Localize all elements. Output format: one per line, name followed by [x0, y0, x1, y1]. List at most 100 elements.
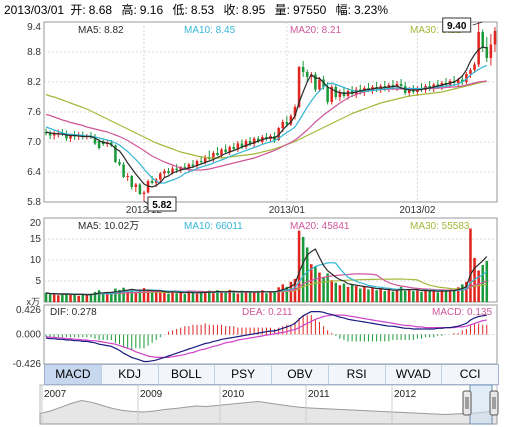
- candle-body: [138, 184, 142, 194]
- tab-kdj[interactable]: KDJ: [102, 365, 159, 384]
- volume-panel-y-tick: 5: [35, 276, 41, 287]
- price-legend-item: MA10: 8.45: [184, 25, 236, 36]
- volume-legend-item: MA20: 45841: [290, 221, 350, 232]
- candle-body: [175, 168, 178, 170]
- candle-body: [171, 168, 174, 173]
- tab-macd[interactable]: MACD: [45, 365, 102, 384]
- x-axis-date-label: 2012/12: [126, 205, 163, 216]
- volume-bar: [175, 293, 178, 302]
- low-label: 低:: [172, 3, 188, 17]
- candle-body: [150, 181, 154, 183]
- volume-bar: [424, 290, 427, 302]
- volume-bar: [220, 291, 223, 302]
- volume-bar: [256, 291, 260, 302]
- candle-body: [481, 32, 484, 47]
- volume-bar: [403, 290, 407, 302]
- volume-bar: [346, 286, 350, 302]
- x-axis-date-label: 2013/02: [399, 205, 436, 216]
- candle-body: [281, 122, 285, 128]
- volume-bar: [77, 295, 80, 302]
- candle-body: [146, 181, 150, 193]
- volume-bar: [159, 290, 162, 302]
- price-panel-y-tick: 9.4: [27, 22, 41, 33]
- candle-body: [126, 176, 129, 177]
- candle-body: [399, 84, 403, 86]
- candle-body: [48, 133, 52, 136]
- volume-bar: [383, 291, 387, 302]
- volume-bar: [469, 228, 472, 302]
- candle-body: [277, 128, 280, 140]
- candle-body: [489, 44, 493, 58]
- volume-bar: [375, 290, 378, 302]
- candle-body: [44, 132, 48, 134]
- volume-bar: [171, 291, 174, 302]
- candle-body: [212, 153, 215, 159]
- candle-body: [236, 143, 240, 149]
- volume-bar: [228, 289, 231, 302]
- candle-body: [248, 141, 252, 144]
- volume-bar: [114, 288, 117, 302]
- volume-bar: [452, 290, 456, 302]
- navigator-right-handle[interactable]: [489, 390, 499, 416]
- volume-bar: [297, 230, 301, 302]
- candle-body: [191, 164, 195, 166]
- volume-bar: [216, 290, 219, 302]
- annotation-box: [147, 196, 177, 212]
- navigator-left-handle[interactable]: [462, 390, 472, 416]
- candle-body: [301, 67, 305, 72]
- candle-body: [220, 149, 223, 155]
- tab-obv[interactable]: OBV: [272, 365, 329, 384]
- candle-body: [477, 32, 480, 65]
- candle-body: [240, 143, 244, 147]
- volume-bar: [187, 291, 191, 302]
- volume-bar: [363, 286, 366, 302]
- volume-bar: [101, 292, 105, 302]
- price-panel-y-tick: 8.8: [27, 47, 41, 58]
- candle-body: [256, 138, 260, 142]
- macd-legend-item: DIF: 0.278: [50, 307, 97, 318]
- candle-body: [310, 74, 313, 77]
- volume-bar: [179, 291, 182, 302]
- tab-rsi[interactable]: RSI: [329, 365, 386, 384]
- candle-body: [285, 122, 289, 125]
- open-value: 8.68: [88, 3, 113, 17]
- volume-bar: [142, 288, 146, 302]
- price-panel-y-tick: 7.6: [27, 107, 41, 118]
- volume-bar: [167, 293, 170, 302]
- volume-bar: [73, 294, 76, 302]
- volume-bar: [436, 292, 440, 302]
- change-label: 幅:: [335, 3, 351, 17]
- tab-cci[interactable]: CCI: [459, 367, 481, 381]
- navigator-selected-range: [469, 384, 493, 425]
- low-value: 8.53: [190, 3, 215, 17]
- volume-bar: [195, 293, 199, 302]
- volume-bar: [285, 286, 289, 302]
- ma5-line: [45, 46, 487, 188]
- candle-body: [97, 141, 101, 148]
- volume-bar: [354, 286, 358, 302]
- volume-bar: [122, 287, 125, 302]
- high-label: 高:: [121, 3, 137, 17]
- navigator-area: [39, 399, 498, 425]
- volume-bar: [314, 266, 317, 302]
- tab-boll[interactable]: BOLL: [159, 365, 216, 384]
- volume-bar: [85, 295, 89, 302]
- volume-panel-y-tick: 20: [30, 218, 42, 229]
- volume-bar: [208, 290, 211, 302]
- volume-bar: [330, 280, 333, 302]
- volume-bar: [359, 288, 362, 302]
- candle-body: [69, 135, 72, 139]
- navigator-year-label: 2012: [394, 389, 417, 400]
- volume-bar: [65, 293, 68, 302]
- volume-bar: [350, 284, 354, 302]
- candle-body: [338, 92, 342, 97]
- tab-wvad[interactable]: WVAD: [386, 365, 443, 384]
- candle-body: [252, 138, 256, 144]
- candle-body: [167, 171, 170, 173]
- annotation-box: [442, 17, 472, 33]
- tab-psy[interactable]: PSY: [215, 365, 272, 384]
- candle-body: [297, 67, 301, 107]
- candle-body: [456, 79, 460, 83]
- volume-bar: [44, 292, 48, 302]
